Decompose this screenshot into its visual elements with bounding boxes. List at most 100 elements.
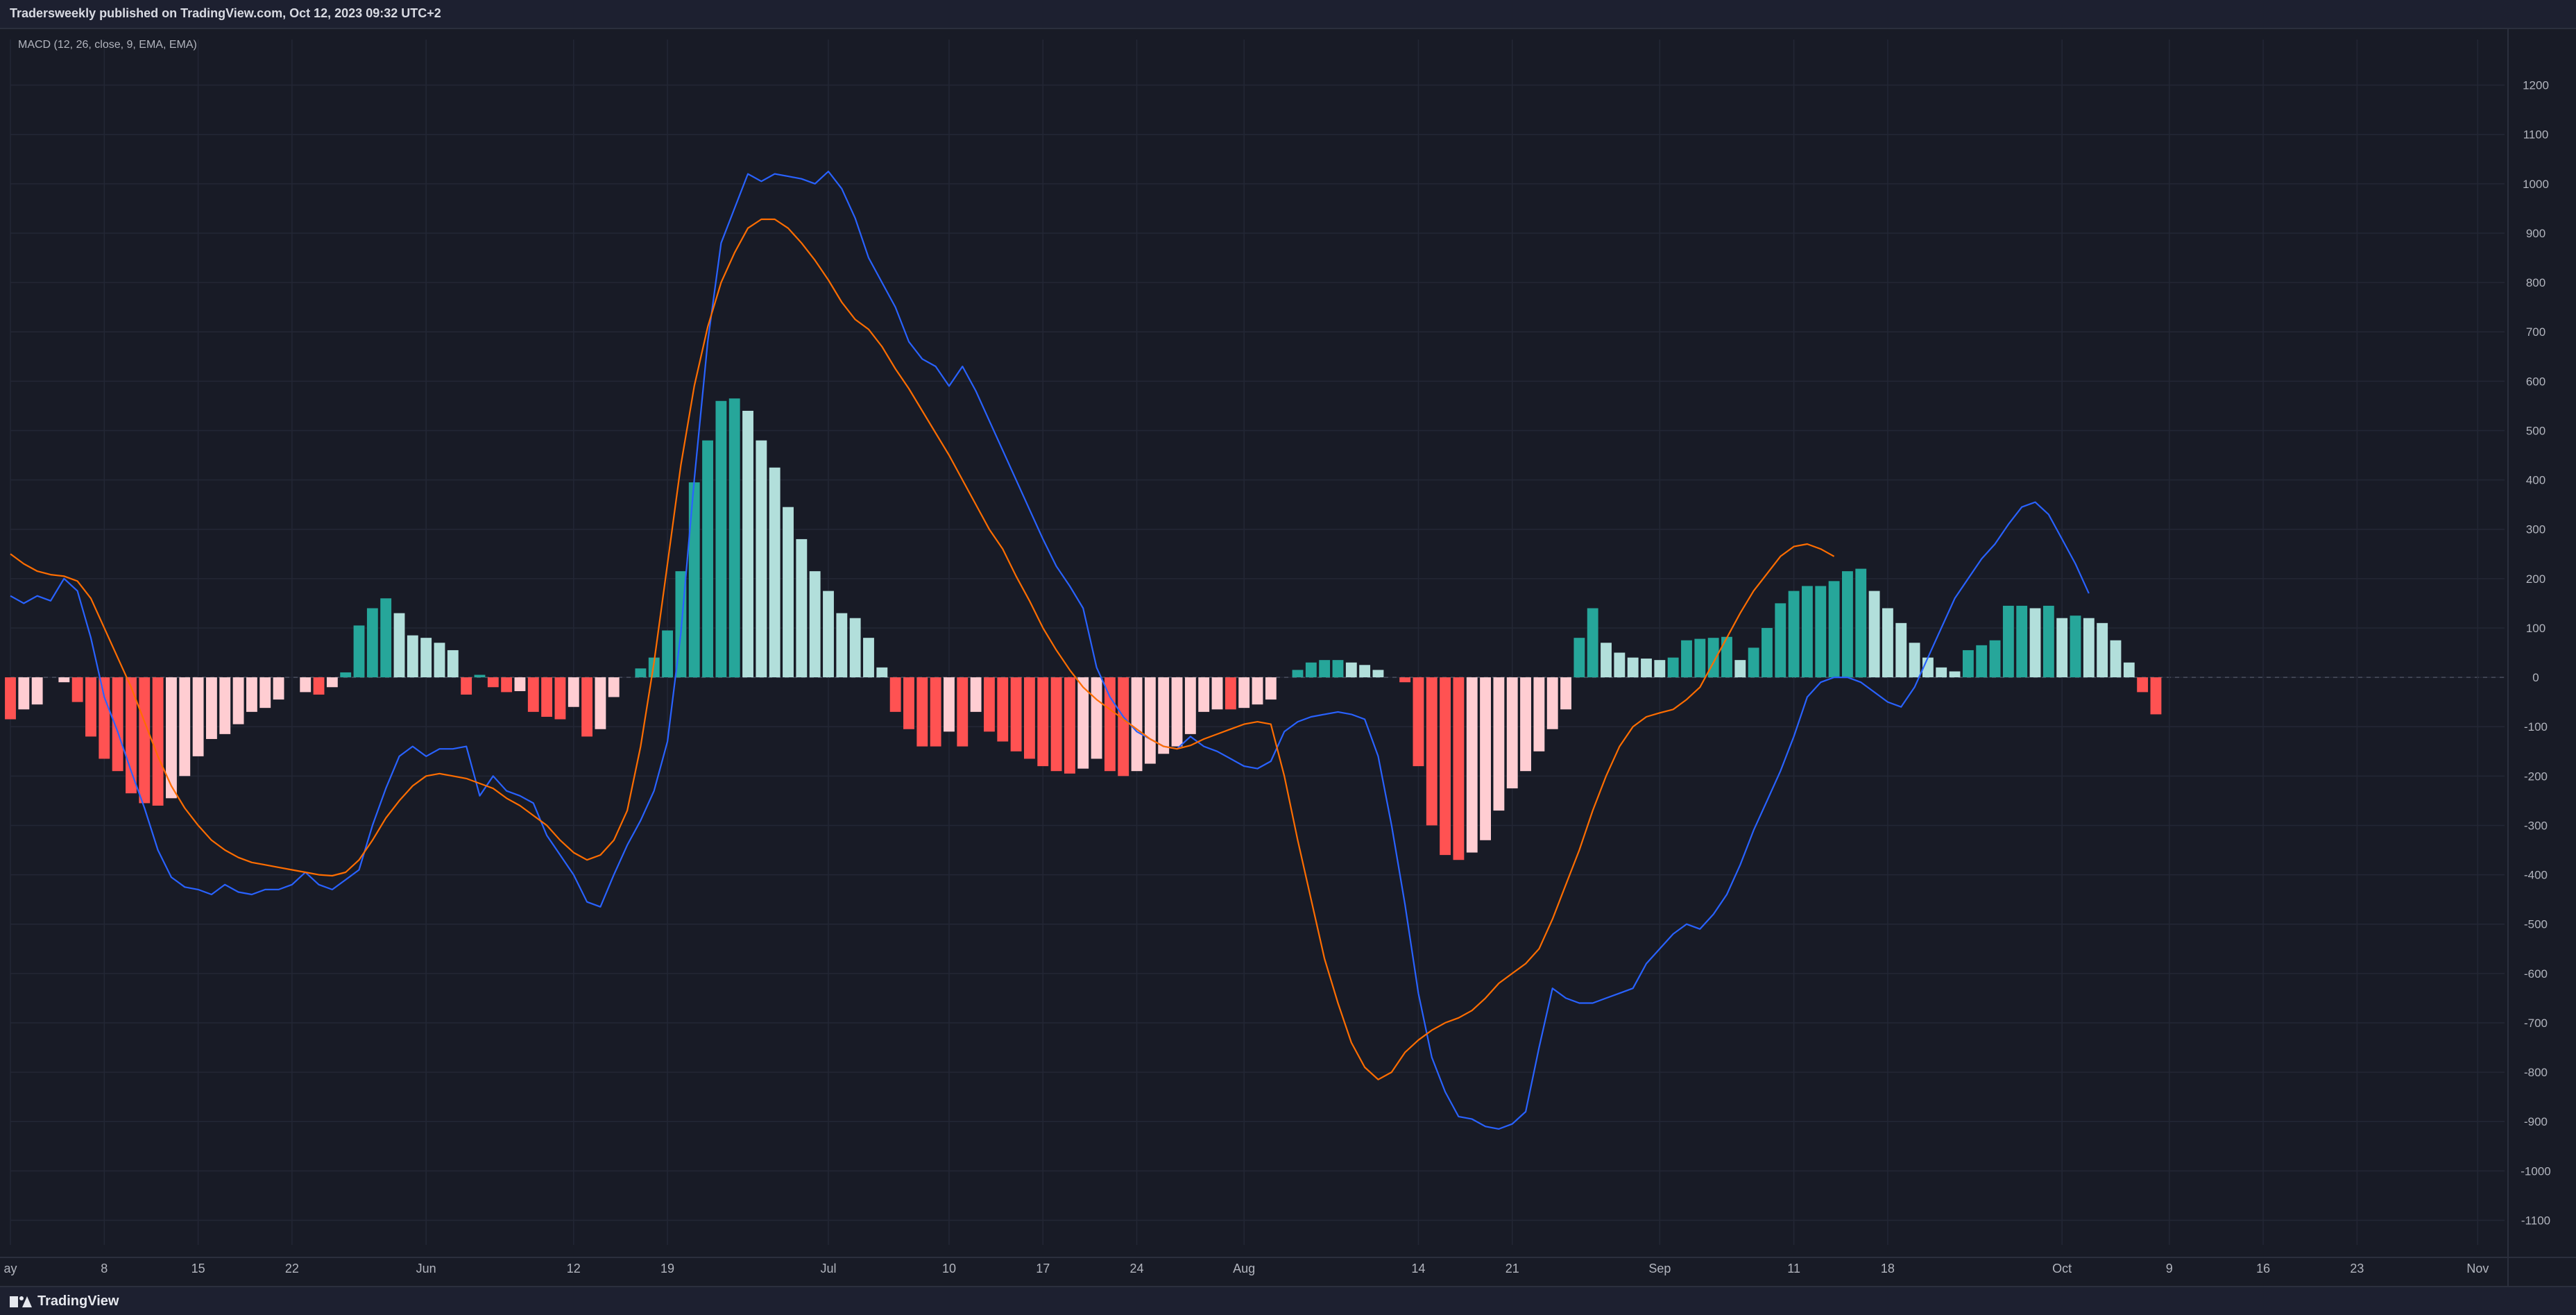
histogram-bar xyxy=(1895,622,1907,678)
histogram-bar xyxy=(1091,677,1102,759)
x-tick-label: 14 xyxy=(1411,1262,1425,1275)
histogram-bar xyxy=(595,677,606,729)
histogram-bar xyxy=(903,677,914,729)
histogram-bar xyxy=(1802,586,1813,678)
histogram-bar xyxy=(58,677,70,683)
y-tick-label: 100 xyxy=(2526,622,2545,635)
histogram-bar xyxy=(1694,638,1706,678)
y-tick-label: 900 xyxy=(2526,227,2545,240)
y-tick-label: -900 xyxy=(2524,1115,2548,1128)
histogram-bar xyxy=(326,677,338,688)
histogram-bar xyxy=(2042,605,2054,678)
histogram-bar xyxy=(2002,605,2014,678)
x-tick-label: ay xyxy=(3,1262,17,1275)
histogram-bar xyxy=(2016,605,2028,678)
x-tick-label: 8 xyxy=(101,1262,108,1275)
histogram-bar xyxy=(434,643,445,678)
x-tick-label: 18 xyxy=(1881,1262,1895,1275)
histogram-bar xyxy=(1842,571,1853,678)
histogram-bar xyxy=(1158,677,1170,754)
histogram-bar xyxy=(581,677,593,737)
y-tick-label: -1000 xyxy=(2520,1164,2550,1178)
histogram-bar xyxy=(1828,581,1840,678)
histogram-bar xyxy=(1587,608,1598,678)
histogram-bar xyxy=(447,650,459,678)
histogram-bar xyxy=(2056,618,2068,678)
histogram-bar xyxy=(1037,677,1049,767)
histogram-bar xyxy=(1654,660,1666,678)
histogram-bar xyxy=(984,677,995,732)
histogram-bar xyxy=(1667,657,1679,678)
histogram-bar xyxy=(849,618,861,678)
macd-chart-svg[interactable]: 1200110010009008007006005004003002001000… xyxy=(0,29,2576,1286)
histogram-bar xyxy=(139,677,151,804)
histogram-bar xyxy=(353,625,365,678)
y-tick-label: 800 xyxy=(2526,276,2545,289)
histogram-bar xyxy=(232,677,244,724)
histogram-bar xyxy=(836,613,848,678)
histogram-bar xyxy=(1050,677,1062,772)
x-tick-label: Oct xyxy=(2052,1262,2072,1275)
histogram-bar xyxy=(2097,622,2108,678)
histogram-bar xyxy=(487,677,499,688)
histogram-bar xyxy=(1144,677,1156,764)
histogram-bar xyxy=(1064,677,1075,774)
histogram-bar xyxy=(1399,677,1411,683)
histogram-bar xyxy=(340,672,352,678)
histogram-bar xyxy=(1413,677,1424,767)
histogram-bar xyxy=(1171,677,1183,747)
x-tick-label: 9 xyxy=(2166,1262,2173,1275)
histogram-bar xyxy=(1614,652,1626,678)
histogram-bar xyxy=(1252,677,1263,705)
histogram-bar xyxy=(1627,657,1639,678)
histogram xyxy=(5,398,2162,860)
top-bar: Tradersweekly published on TradingView.c… xyxy=(0,0,2576,29)
histogram-bar xyxy=(889,677,901,712)
histogram-bar xyxy=(1721,636,1732,678)
histogram-bar xyxy=(2029,608,2041,678)
histogram-bar xyxy=(501,677,513,693)
publish-attribution: Tradersweekly published on TradingView.c… xyxy=(10,6,441,20)
x-tick-label: 10 xyxy=(942,1262,956,1275)
histogram-bar xyxy=(728,398,740,678)
histogram-bar xyxy=(474,675,486,678)
y-tick-label: -400 xyxy=(2524,869,2548,882)
histogram-bar xyxy=(1560,677,1571,710)
histogram-bar xyxy=(1426,677,1438,826)
histogram-bar xyxy=(541,677,553,717)
x-tick-label: 21 xyxy=(1505,1262,1519,1275)
histogram-bar xyxy=(166,677,177,799)
histogram-bar xyxy=(1225,677,1236,710)
histogram-bar xyxy=(1372,670,1384,678)
histogram-bar xyxy=(1211,677,1223,710)
y-tick-label: -600 xyxy=(2524,967,2548,981)
x-tick-label: 11 xyxy=(1787,1262,1800,1275)
histogram-bar xyxy=(1305,662,1317,678)
histogram-bar xyxy=(702,440,713,678)
histogram-bar xyxy=(5,677,16,720)
histogram-bar xyxy=(970,677,982,712)
histogram-bar xyxy=(126,677,137,794)
histogram-bar xyxy=(1748,647,1759,678)
x-tick-label: 23 xyxy=(2350,1262,2364,1275)
histogram-bar xyxy=(192,677,204,756)
histogram-bar xyxy=(1962,650,1974,678)
histogram-bar xyxy=(99,677,110,759)
histogram-bar xyxy=(1506,677,1518,789)
x-tick-label: Sep xyxy=(1648,1262,1671,1275)
histogram-bar xyxy=(1332,660,1344,678)
histogram-bar xyxy=(1882,608,1893,678)
y-tick-label: -1100 xyxy=(2521,1214,2550,1227)
x-tick-label: Aug xyxy=(1233,1262,1255,1275)
macd-chart[interactable]: 1200 1100 1000 900 800 700 600 500 400 300 200 100 0… xyxy=(0,29,2576,1286)
histogram-bar xyxy=(31,677,43,705)
tradingview-logo[interactable]: TradingView xyxy=(10,1293,119,1309)
histogram-bar xyxy=(407,635,418,678)
histogram-bar xyxy=(796,538,808,678)
histogram-bar xyxy=(648,657,660,678)
histogram-bar xyxy=(1345,662,1357,678)
y-tick-label: -300 xyxy=(2524,819,2548,832)
histogram-bar xyxy=(1493,677,1505,811)
indicator-title: MACD (12, 26, close, 9, EMA, EMA) xyxy=(18,39,197,51)
histogram-bar xyxy=(809,571,821,678)
